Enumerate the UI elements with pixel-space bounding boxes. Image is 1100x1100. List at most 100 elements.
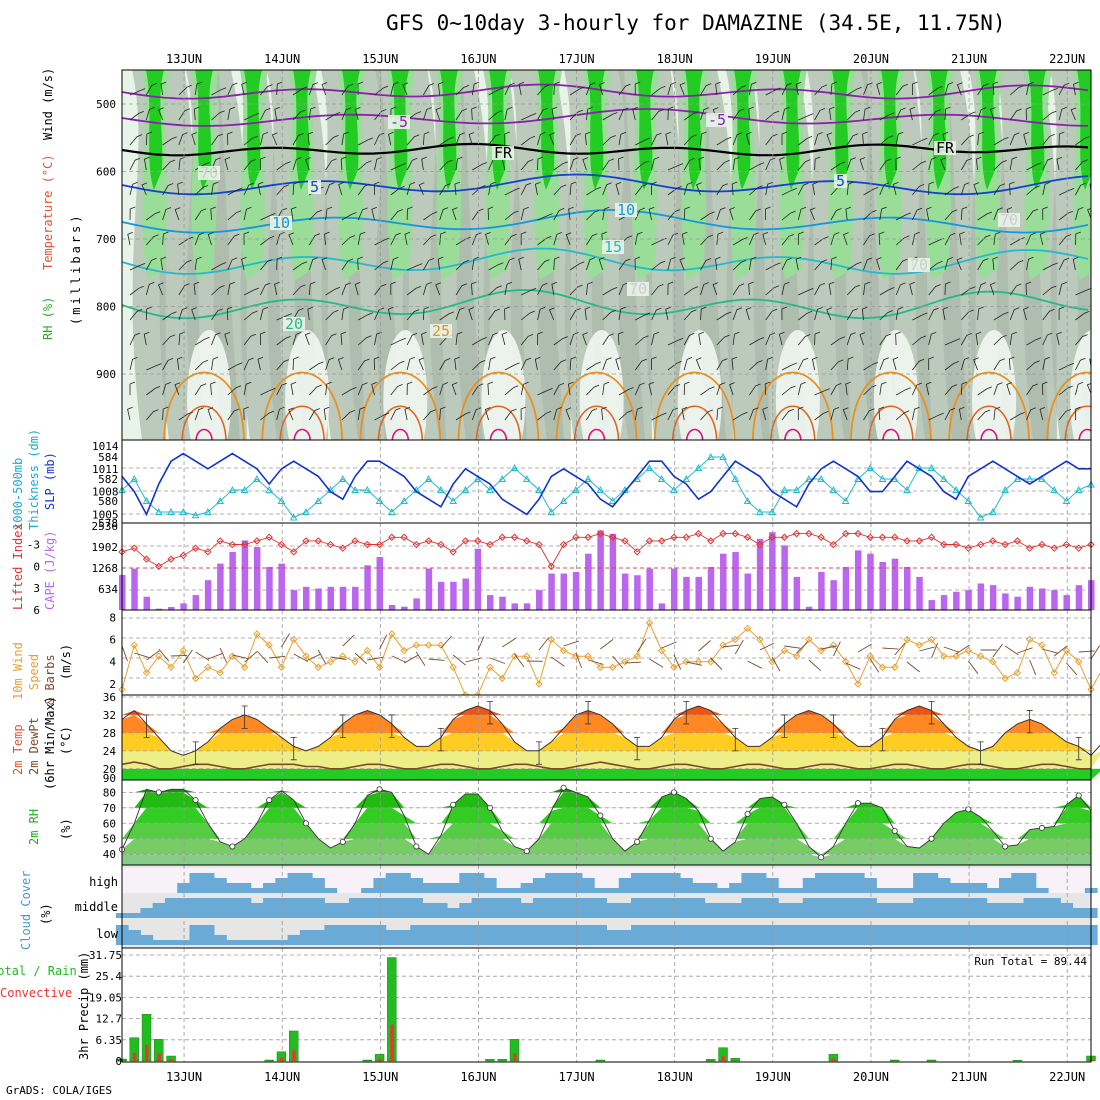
wind-speed-point [940,652,948,660]
wind-speed-point [326,658,335,666]
wind-barb [452,654,466,666]
temp-minmax [290,736,297,761]
wind-barb [759,642,775,651]
cape-bar [548,573,555,610]
wind-barb [357,256,363,271]
wind-barb [1075,334,1088,346]
precip-total-bar [926,1059,937,1062]
wind-barb [129,285,144,296]
wind-barb [993,231,1001,246]
temp-tick: 36 [103,691,116,704]
contour-30 [475,405,522,440]
wind-barb [374,283,387,296]
lifted-index-point [743,533,752,541]
wind-barb [257,181,264,196]
cape-bar [634,575,641,610]
cloud-bar [716,903,730,918]
wind-barb [1042,308,1055,321]
wind-barb [207,232,214,246]
cloud-bar [839,873,853,893]
cloud-bar [704,883,718,893]
wind-barb [439,159,453,171]
wind-barb [1058,306,1065,320]
wind-barb [602,112,618,121]
wind-barb [748,281,754,296]
wind-barb [1009,412,1025,421]
lifted-index-point [878,533,887,541]
wind-barb [274,106,280,121]
wind-barb [1017,647,1033,654]
contour-label: 10 [272,214,290,232]
wind-barb [828,106,835,121]
wind-barb [1009,108,1022,121]
cloud-bar [287,935,301,945]
wind-speed-point [449,663,457,671]
wind-barb [845,206,852,221]
cloud-bar [545,873,558,893]
thickness-point [130,474,139,482]
rh-band [122,854,1091,865]
wind-barb [634,183,648,196]
wind-barb [129,356,138,371]
wind-barb [679,82,686,96]
bottom-day-label: 17JUN [559,1070,595,1084]
wind-barb [129,88,146,96]
wind-barb [830,161,846,171]
cloud-bar [471,873,485,893]
wind-barb [814,259,828,271]
wind-barb [651,412,667,421]
wind-barb [1008,356,1015,371]
wind-barb [521,287,537,296]
lifted-index-point [388,533,396,541]
wind-barb [747,660,763,669]
wind-barb [797,357,809,371]
rh-green-band [832,70,850,190]
wind-barb [830,232,840,246]
cape-bar [646,568,653,610]
contour-30 [377,405,424,440]
wind-barb [455,283,468,296]
wind-barb [341,107,352,121]
wind-barb [260,235,275,246]
temp-minmax [732,728,739,752]
lifted-index-point [130,544,138,552]
slp-ylabel-slp: SLP (mb) [43,452,57,510]
cloud-bar [655,873,669,893]
cloud-bar [410,925,424,945]
wind-barb [859,332,866,346]
cloud-bar [949,883,963,893]
wind-barb [863,408,875,421]
cape-bar [720,553,727,610]
wind-barb [292,109,306,121]
thickness-point [486,485,494,493]
lifted-index-point [719,529,727,538]
rh2m-point [155,789,162,796]
contour-35 [489,428,508,440]
cloud-ylabel-1: Cloud Cover [19,871,33,950]
wind-barb [121,645,128,662]
top-day-label: 22JUN [1049,52,1085,66]
wind-barb [710,657,723,670]
wind-barb [928,307,939,321]
temp-ylabel-1: 2m Temp [11,724,25,775]
wind-barb [809,207,816,221]
wind-barb [504,385,519,396]
wind-barb [207,407,214,421]
wind-barb [828,281,835,296]
cloud-bar [189,873,203,893]
wind-barb [308,82,319,96]
wind-barb [944,186,960,196]
wind-barb [1026,81,1034,96]
wind-barb [1042,381,1048,396]
thickness-point [461,485,470,493]
cloud-bar [557,925,571,945]
wind-barb [944,281,951,296]
cloud-bar [753,925,767,945]
wind-speed-point [167,663,175,671]
wind-barb [749,208,761,221]
wind-barb [967,660,979,675]
wind-speed-point [523,652,531,660]
cloud-bar [704,925,718,945]
wind-barb [876,257,882,271]
cloud-bar [496,898,509,918]
